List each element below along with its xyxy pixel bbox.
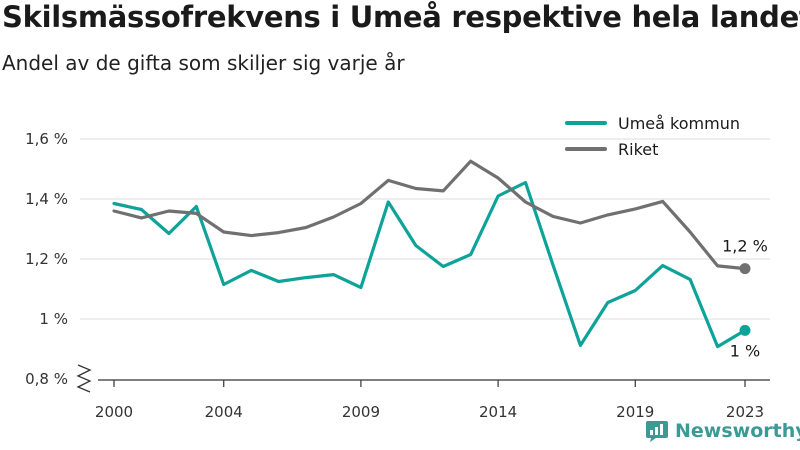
x-tick-label: 2023 (726, 403, 764, 421)
y-tick-label: 1,2 % (25, 250, 68, 268)
chart-subtitle: Andel av de gifta som skiljer sig varje … (2, 51, 405, 75)
x-tick-label: 2000 (95, 403, 133, 421)
axis-break-icon (76, 364, 92, 393)
end-labels: 1 % 1,2 % (722, 237, 768, 361)
newsworthy-logo: Newsworthy (645, 419, 800, 443)
axes: 0,8 % 1 % 1,2 % 1,4 % 1,6 % 2000 2004 2009 2014 2… (25, 130, 770, 421)
series-line-umeå-kommun (112, 180, 747, 349)
newsworthy-icon (646, 421, 668, 442)
y-tick-label: 0,8 % (25, 370, 68, 388)
x-tick-label: 2009 (342, 403, 380, 421)
x-tick-label: 2004 (205, 403, 243, 421)
chart-title: Skilsmässofrekvens i Umeå respektive hel… (2, 0, 800, 34)
y-tick-label: 1 % (39, 310, 68, 328)
legend: Umeå kommun Riket (565, 114, 740, 159)
legend-label: Riket (618, 140, 658, 159)
end-point (739, 324, 751, 336)
x-tick-label: 2014 (479, 403, 517, 421)
end-label-riket: 1,2 % (722, 237, 768, 256)
end-point (739, 263, 751, 275)
series (112, 159, 751, 349)
x-tick-label: 2019 (616, 403, 654, 421)
legend-label: Umeå kommun (618, 114, 740, 133)
grid-lines (80, 138, 770, 320)
y-tick-label: 1,4 % (25, 190, 68, 208)
end-label-umea: 1 % (730, 341, 760, 360)
series-line-riket (112, 159, 747, 271)
brand-name: Newsworthy (675, 420, 800, 442)
y-tick-label: 1,6 % (25, 130, 68, 148)
